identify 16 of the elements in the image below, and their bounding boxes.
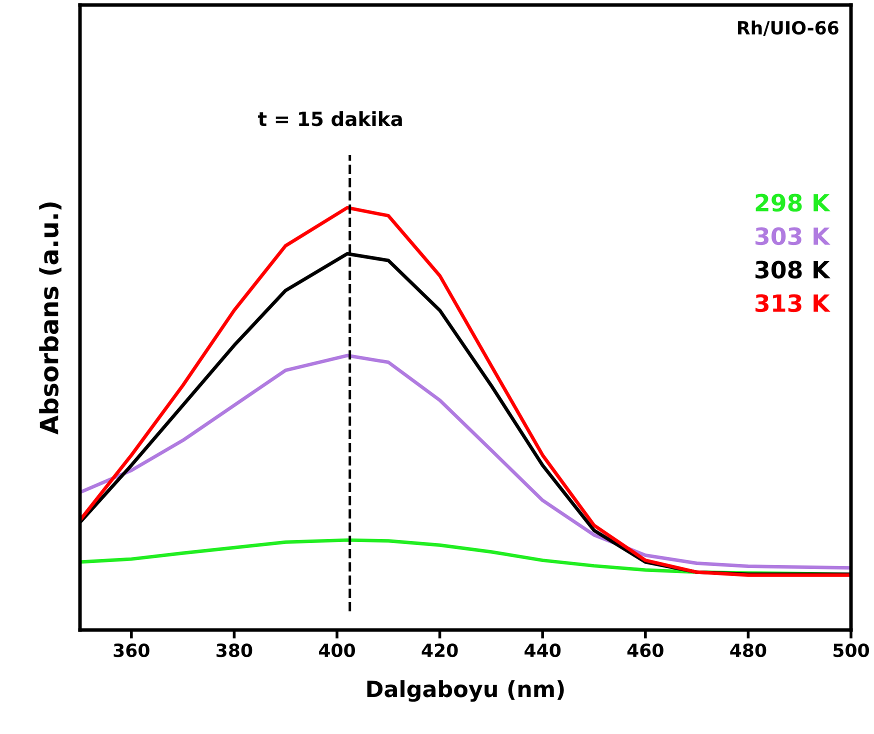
x-tick-label: 360 — [114, 644, 150, 658]
text: Rh/UIO-66 — [738, 20, 838, 36]
x-tick-label: 500 — [834, 644, 869, 658]
x-tick-label: 460 — [627, 644, 664, 658]
y-axis-title: Absorbans (a.u.) — [39, 202, 62, 435]
x-tick-label: 380 — [216, 644, 252, 658]
x-tick-label: 440 — [524, 644, 561, 658]
x-axis-title: Dalgaboyu (nm) — [367, 680, 564, 702]
text: 313 K — [756, 294, 830, 312]
x-tick-label: 480 — [730, 644, 766, 658]
text: 308 K — [756, 260, 830, 279]
text: 303 K — [756, 227, 830, 246]
x-tick-label: 400 — [318, 644, 355, 658]
x-tick-label: 420 — [422, 644, 458, 658]
text: 298 K — [756, 194, 830, 212]
text: t = 15 dakika — [258, 111, 402, 126]
